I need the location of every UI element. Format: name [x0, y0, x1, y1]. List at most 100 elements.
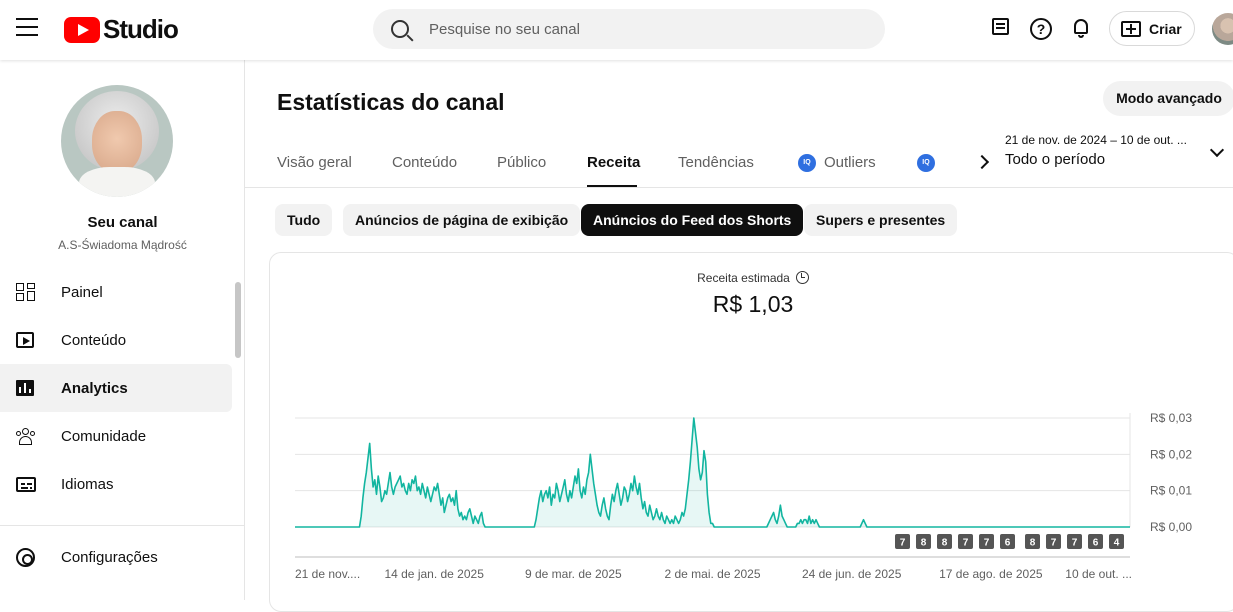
channel-avatar[interactable]	[61, 85, 173, 197]
tab-conteudo[interactable]: Conteúdo	[392, 154, 458, 171]
sidebar-item-painel[interactable]: Painel	[0, 268, 232, 316]
account-avatar[interactable]	[1212, 13, 1233, 45]
sidebar-item-label: Configurações	[61, 548, 158, 566]
main-content: Estatísticas do canal Modo avançado Visã…	[245, 60, 1233, 612]
event-marker[interactable]: 6	[1000, 534, 1015, 549]
sidebar-item-configuracoes[interactable]: Configurações	[0, 533, 238, 581]
sidebar-item-label: Idiomas	[61, 475, 114, 493]
extension-badge-icon[interactable]: IQ	[917, 154, 935, 172]
sidebar-divider	[0, 525, 244, 526]
event-marker-label: 6	[1005, 538, 1011, 549]
date-period-select[interactable]: Todo o período	[1005, 151, 1106, 168]
studio-logo[interactable]: Studio	[64, 14, 179, 45]
dashboard-icon	[16, 283, 36, 301]
event-marker-label: 4	[1114, 538, 1120, 549]
event-marker[interactable]: 7	[1067, 534, 1082, 549]
tab-visao-geral[interactable]: Visão geral	[277, 154, 352, 171]
metric-value: R$ 1,03	[712, 291, 794, 317]
y-tick-label: R$ 0,00	[1150, 520, 1192, 534]
event-marker-label: 6	[1093, 538, 1099, 549]
page-title: Estatísticas do canal	[277, 89, 505, 115]
sidebar-scrollbar[interactable]	[235, 282, 241, 358]
x-tick-label: 10 de out. ...	[1065, 567, 1132, 581]
event-marker[interactable]: 7	[958, 534, 973, 549]
top-bar: Studio Pesquise no seu canal ? Criar	[0, 0, 1233, 60]
event-marker-label: 8	[1030, 538, 1036, 549]
search-input[interactable]: Pesquise no seu canal	[429, 20, 580, 38]
x-tick-label: 17 de ago. de 2025	[939, 567, 1043, 581]
event-marker-box	[1000, 534, 1015, 549]
metric-label: Receita estimada	[270, 271, 1233, 285]
sidebar-item-label: Conteúdo	[61, 331, 127, 349]
chevron-right-icon[interactable]	[974, 154, 990, 170]
event-marker-box	[958, 534, 973, 549]
event-marker-box	[1046, 534, 1061, 549]
tabs-divider	[245, 187, 1233, 188]
event-marker[interactable]: 6	[1088, 534, 1103, 549]
event-marker-label: 7	[984, 538, 990, 549]
bell-icon[interactable]	[1070, 17, 1094, 41]
metric-label-text: Receita estimada	[697, 271, 790, 285]
sidebar-item-label: Analytics	[61, 379, 128, 397]
chevron-down-icon[interactable]	[1209, 142, 1225, 158]
community-icon	[16, 427, 36, 445]
logo-text: Studio	[103, 14, 179, 44]
date-range-label[interactable]: 21 de nov. de 2024 – 10 de out. ...	[1005, 133, 1187, 147]
x-tick-label: 24 de jun. de 2025	[802, 567, 902, 581]
revenue-chart[interactable]: R$ 0,03 R$ 0,02 R$ 0,01 R$ 0,00 21 de nov...…	[270, 253, 1233, 599]
event-marker[interactable]: 8	[1025, 534, 1040, 549]
sidebar-nav: Painel Conteúdo Analytics Comunidade	[0, 268, 238, 508]
help-icon[interactable]: ?	[1030, 18, 1052, 40]
event-marker[interactable]: 4	[1109, 534, 1124, 549]
event-marker[interactable]: 8	[916, 534, 931, 549]
channel-handle: A.S-Świadoma Mądrość	[58, 238, 187, 252]
tab-tendencias[interactable]: Tendências	[678, 154, 754, 171]
event-marker[interactable]: 8	[937, 534, 952, 549]
event-marker-box	[979, 534, 994, 549]
event-marker-label: 8	[921, 538, 927, 549]
event-marker-label: 7	[900, 538, 906, 549]
chip-tudo[interactable]: Tudo	[275, 204, 333, 236]
sidebar-item-conteudo[interactable]: Conteúdo	[0, 316, 232, 364]
search-icon[interactable]	[391, 20, 409, 38]
sidebar-item-analytics[interactable]: Analytics	[0, 364, 232, 412]
revenue-chart-card: Receita estimada R$ 1,03 R$ 0,03 R$ 0,02 R…	[269, 252, 1233, 612]
tab-publico[interactable]: Público	[497, 154, 547, 171]
event-marker-label: 8	[942, 538, 948, 549]
x-tick-label: 2 de mai. de 2025	[664, 567, 760, 581]
create-button[interactable]: Criar	[1109, 11, 1195, 46]
y-tick-label: R$ 0,02	[1150, 447, 1192, 461]
sidebar-item-idiomas[interactable]: Idiomas	[0, 460, 232, 508]
event-marker-box	[937, 534, 952, 549]
sidebar-item-label: Comunidade	[61, 427, 147, 445]
chip-supers-presentes[interactable]: Supers e presentes	[804, 204, 958, 236]
create-label: Criar	[1149, 20, 1182, 37]
sidebar-item-comunidade[interactable]: Comunidade	[0, 412, 232, 460]
search-bar[interactable]: Pesquise no seu canal	[373, 9, 885, 49]
event-marker-label: 7	[1051, 538, 1057, 549]
event-marker-box	[1109, 534, 1124, 549]
x-tick-label: 21 de nov....	[295, 567, 360, 581]
active-tab-indicator	[587, 185, 637, 188]
chip-anuncios-exibicao[interactable]: Anúncios de página de exibição	[343, 204, 581, 236]
event-marker[interactable]: 7	[895, 534, 910, 549]
sidebar-item-label: Painel	[61, 283, 103, 301]
chip-anuncios-shorts[interactable]: Anúncios do Feed dos Shorts	[581, 204, 804, 236]
event-marker-box	[916, 534, 931, 549]
tab-receita[interactable]: Receita	[587, 154, 641, 171]
advanced-mode-button[interactable]: Modo avançado	[1103, 81, 1233, 116]
event-marker[interactable]: 7	[979, 534, 994, 549]
event-marker[interactable]: 7	[1046, 534, 1061, 549]
gear-icon	[16, 547, 35, 567]
series-line	[295, 417, 1130, 528]
clock-icon[interactable]	[795, 271, 809, 284]
youtube-logo-icon	[64, 16, 100, 43]
y-tick-label: R$ 0,03	[1150, 411, 1192, 425]
event-marker-box	[1025, 534, 1040, 549]
y-tick-label: R$ 0,01	[1150, 484, 1192, 498]
menu-icon[interactable]	[16, 18, 38, 36]
channel-name: Seu canal	[87, 214, 158, 231]
x-tick-label: 14 de jan. de 2025	[384, 567, 484, 581]
feedback-icon[interactable]	[990, 17, 1014, 41]
tab-outliers[interactable]: Outliers	[824, 154, 876, 171]
